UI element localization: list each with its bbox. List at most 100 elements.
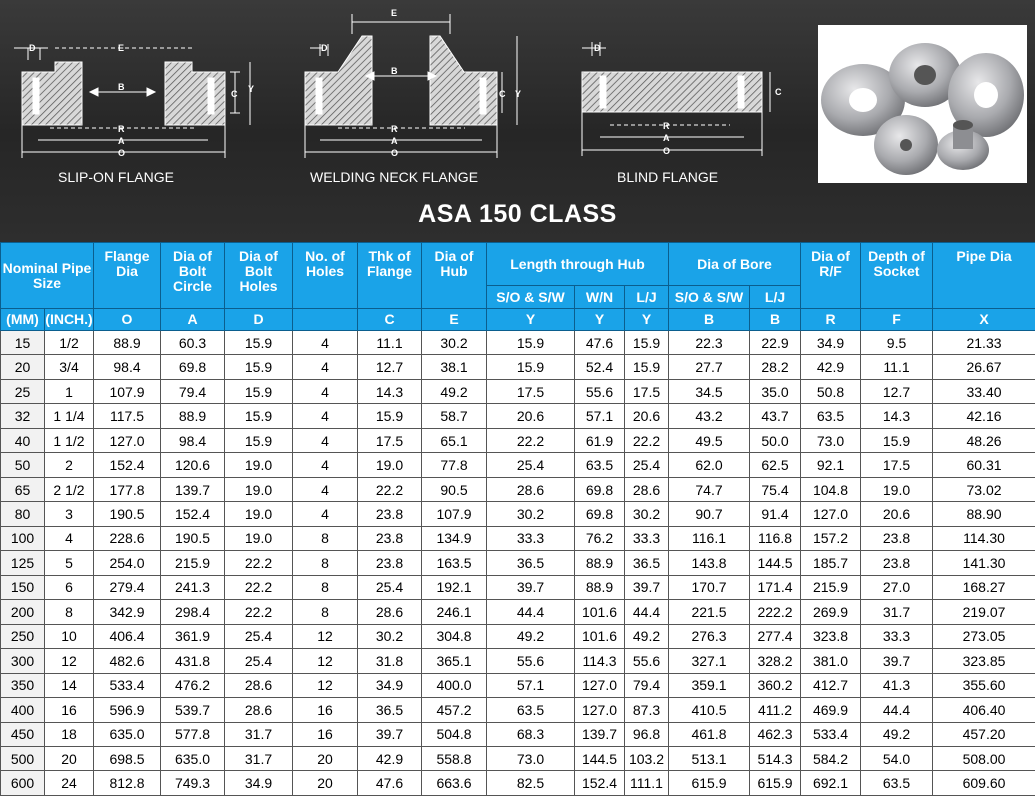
table-cell: 44.4 bbox=[860, 697, 934, 723]
table-cell: 500 bbox=[0, 745, 45, 772]
table-cell: 25.4 bbox=[224, 623, 293, 650]
slip-on-label-a: A bbox=[118, 136, 125, 146]
table-cell: 73.0 bbox=[800, 427, 862, 454]
table-cell: 76.2 bbox=[574, 525, 625, 552]
table-cell: 20 bbox=[44, 745, 94, 772]
table-cell: 2 bbox=[44, 452, 94, 478]
table-cell: 15.9 bbox=[224, 329, 293, 356]
table-cell: 57.1 bbox=[486, 672, 575, 699]
table-cell: 127.0 bbox=[93, 427, 161, 454]
table-cell: 20.6 bbox=[623, 403, 670, 429]
table-cell: 100 bbox=[0, 525, 45, 552]
table-cell: 1 bbox=[44, 378, 94, 405]
header-letter-y1: Y bbox=[486, 308, 575, 331]
table-cell: 25.4 bbox=[623, 452, 670, 478]
header-y-so-sw: S/O & S/W bbox=[486, 285, 575, 309]
slip-on-flange-diagram: D E B C Y R A O bbox=[14, 43, 254, 158]
table-cell: 42.9 bbox=[357, 745, 422, 772]
table-cell: 4 bbox=[292, 378, 358, 405]
header-letter-b2: B bbox=[749, 308, 802, 331]
table-cell: 127.0 bbox=[574, 672, 625, 699]
table-cell: 74.7 bbox=[668, 476, 751, 503]
table-row: 100 4 228.6 190.5 19.0 8 23.8 134.9 33.3 76.2 33.3… bbox=[0, 525, 1035, 552]
table-cell: 63.5 bbox=[486, 697, 575, 723]
table-cell: 63.5 bbox=[800, 403, 862, 429]
table-cell: 15.9 bbox=[224, 354, 293, 380]
table-cell: 35.0 bbox=[749, 378, 802, 405]
table-cell: 22.2 bbox=[623, 427, 670, 454]
header-depth-of-socket: Depth of Socket bbox=[860, 242, 934, 309]
table-cell: 4 bbox=[292, 329, 358, 356]
table-cell: 152.4 bbox=[93, 452, 161, 478]
table-cell: 279.4 bbox=[93, 574, 161, 601]
table-cell: 43.7 bbox=[749, 403, 802, 429]
table-cell: 62.0 bbox=[668, 452, 751, 478]
header-nominal-pipe-size: Nominal Pipe Size bbox=[0, 242, 94, 309]
table-cell: 177.8 bbox=[93, 476, 161, 503]
table-cell: 127.0 bbox=[574, 697, 625, 723]
table-cell: 116.8 bbox=[749, 525, 802, 552]
table-cell: 77.8 bbox=[421, 452, 487, 478]
welding-neck-label-d: D bbox=[321, 43, 328, 53]
table-cell: 400 bbox=[0, 697, 45, 723]
table-cell: 15.9 bbox=[486, 354, 575, 380]
table-cell: 22.2 bbox=[224, 599, 293, 625]
header-pipe-dia: Pipe Dia bbox=[932, 242, 1035, 309]
table-cell: 144.5 bbox=[749, 550, 802, 576]
table-cell: 16 bbox=[44, 697, 94, 723]
table-cell: 117.5 bbox=[93, 403, 161, 429]
table-cell: 350 bbox=[0, 672, 45, 699]
table-cell: 4 bbox=[292, 476, 358, 503]
table-cell: 33.40 bbox=[932, 378, 1035, 405]
table-cell: 125 bbox=[0, 550, 45, 576]
diagram-header-area: D E B C Y R A O SLIP-ON FLANGE bbox=[0, 0, 1035, 242]
table-cell: 514.3 bbox=[749, 745, 802, 772]
table-cell: 141.30 bbox=[932, 550, 1035, 576]
table-cell: 134.9 bbox=[421, 525, 487, 552]
table-cell: 4 bbox=[292, 452, 358, 478]
table-cell: 584.2 bbox=[800, 745, 862, 772]
blind-label-c: C bbox=[775, 87, 782, 97]
table-cell: 96.8 bbox=[623, 721, 670, 747]
header-letter-d: D bbox=[224, 308, 293, 331]
table-row: 450 18 635.0 577.8 31.7 16 39.7 504.8 68.3 139.7 9… bbox=[0, 721, 1035, 747]
table-row: 300 12 482.6 431.8 25.4 12 31.8 365.1 55.6 114.3 5… bbox=[0, 648, 1035, 674]
table-cell: 11.1 bbox=[357, 329, 422, 356]
table-cell: 36.5 bbox=[357, 697, 422, 723]
table-cell: 152.4 bbox=[574, 770, 625, 796]
header-mm: (MM) bbox=[0, 308, 45, 331]
table-cell: 277.4 bbox=[749, 623, 802, 650]
header-letter-r: R bbox=[800, 308, 862, 331]
table-cell: 3/4 bbox=[44, 354, 94, 380]
table-cell: 55.6 bbox=[623, 648, 670, 674]
table-row: 32 1 1/4 117.5 88.9 15.9 4 15.9 58.7 20.6 57.1 20.… bbox=[0, 403, 1035, 429]
table-cell: 17.5 bbox=[860, 452, 934, 478]
header-bolt-circle: Dia of Bolt Circle bbox=[160, 242, 225, 309]
blind-flange-caption: BLIND FLANGE bbox=[617, 169, 719, 185]
table-cell: 139.7 bbox=[574, 721, 625, 747]
table-cell: 91.4 bbox=[749, 501, 802, 527]
table-cell: 49.2 bbox=[421, 378, 487, 405]
welding-neck-flange-caption: WELDING NECK FLANGE bbox=[310, 169, 479, 185]
table-row: 125 5 254.0 215.9 22.2 8 23.8 163.5 36.5 88.9 36.5… bbox=[0, 550, 1035, 576]
table-cell: 39.7 bbox=[357, 721, 422, 747]
table-cell: 20 bbox=[0, 354, 45, 380]
table-cell: 635.0 bbox=[93, 721, 161, 747]
header-letter-e: E bbox=[421, 308, 487, 331]
table-cell: 49.2 bbox=[486, 623, 575, 650]
table-cell: 33.3 bbox=[486, 525, 575, 552]
table-cell: 25 bbox=[0, 378, 45, 405]
table-cell: 10 bbox=[44, 623, 94, 650]
table-cell: 615.9 bbox=[668, 770, 751, 796]
table-cell: 406.4 bbox=[93, 623, 161, 650]
table-cell: 533.4 bbox=[800, 721, 862, 747]
table-cell: 26.67 bbox=[932, 354, 1035, 380]
table-cell: 14 bbox=[44, 672, 94, 699]
table-cell: 15.9 bbox=[357, 403, 422, 429]
table-row: 150 6 279.4 241.3 22.2 8 25.4 192.1 39.7 88.9 39.7… bbox=[0, 574, 1035, 601]
welding-neck-label-b: B bbox=[391, 66, 398, 76]
table-cell: 558.8 bbox=[421, 745, 487, 772]
header-letter-blank bbox=[292, 308, 358, 331]
table-cell: 20.6 bbox=[486, 403, 575, 429]
page-title: ASA 150 CLASS bbox=[418, 200, 617, 228]
